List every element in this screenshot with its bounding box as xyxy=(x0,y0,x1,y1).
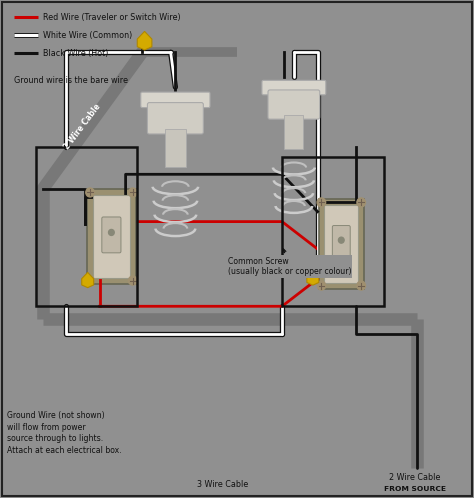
FancyBboxPatch shape xyxy=(268,90,320,119)
Polygon shape xyxy=(307,270,319,285)
Text: 2 Wire Cable: 2 Wire Cable xyxy=(389,473,440,482)
Polygon shape xyxy=(137,31,152,50)
Text: White Wire (Common): White Wire (Common) xyxy=(43,31,132,40)
Circle shape xyxy=(357,281,365,290)
FancyBboxPatch shape xyxy=(102,217,121,253)
Bar xyxy=(282,157,384,306)
Polygon shape xyxy=(82,272,94,288)
FancyBboxPatch shape xyxy=(319,200,364,289)
Text: Ground wire is the bare wire: Ground wire is the bare wire xyxy=(14,76,128,85)
Bar xyxy=(284,115,303,149)
Text: 2 Wire Cable: 2 Wire Cable xyxy=(63,103,103,151)
Text: Black Wire (Hot): Black Wire (Hot) xyxy=(43,49,108,58)
Text: Red Wire (Traveler or Switch Wire): Red Wire (Traveler or Switch Wire) xyxy=(43,13,180,22)
Text: 3 Wire Cable: 3 Wire Cable xyxy=(197,480,248,489)
Circle shape xyxy=(86,276,94,285)
FancyBboxPatch shape xyxy=(324,205,358,283)
Circle shape xyxy=(86,188,94,197)
FancyBboxPatch shape xyxy=(262,80,326,95)
FancyBboxPatch shape xyxy=(332,226,350,259)
Circle shape xyxy=(338,237,344,243)
Bar xyxy=(165,129,186,167)
Text: FROM SOURCE: FROM SOURCE xyxy=(384,486,446,492)
Text: Common Screw
(usually black or copper colour): Common Screw (usually black or copper co… xyxy=(228,249,351,276)
Circle shape xyxy=(109,230,114,236)
FancyBboxPatch shape xyxy=(147,103,203,134)
Circle shape xyxy=(357,198,365,207)
Circle shape xyxy=(317,281,326,290)
Bar xyxy=(36,147,137,306)
FancyBboxPatch shape xyxy=(87,190,136,284)
Circle shape xyxy=(317,198,326,207)
FancyBboxPatch shape xyxy=(141,92,210,108)
Text: Ground Wire (not shown)
will flow from power
source through to lights.
Attach at: Ground Wire (not shown) will flow from p… xyxy=(7,411,122,455)
FancyBboxPatch shape xyxy=(93,195,130,277)
Circle shape xyxy=(128,276,137,285)
Circle shape xyxy=(128,188,137,197)
